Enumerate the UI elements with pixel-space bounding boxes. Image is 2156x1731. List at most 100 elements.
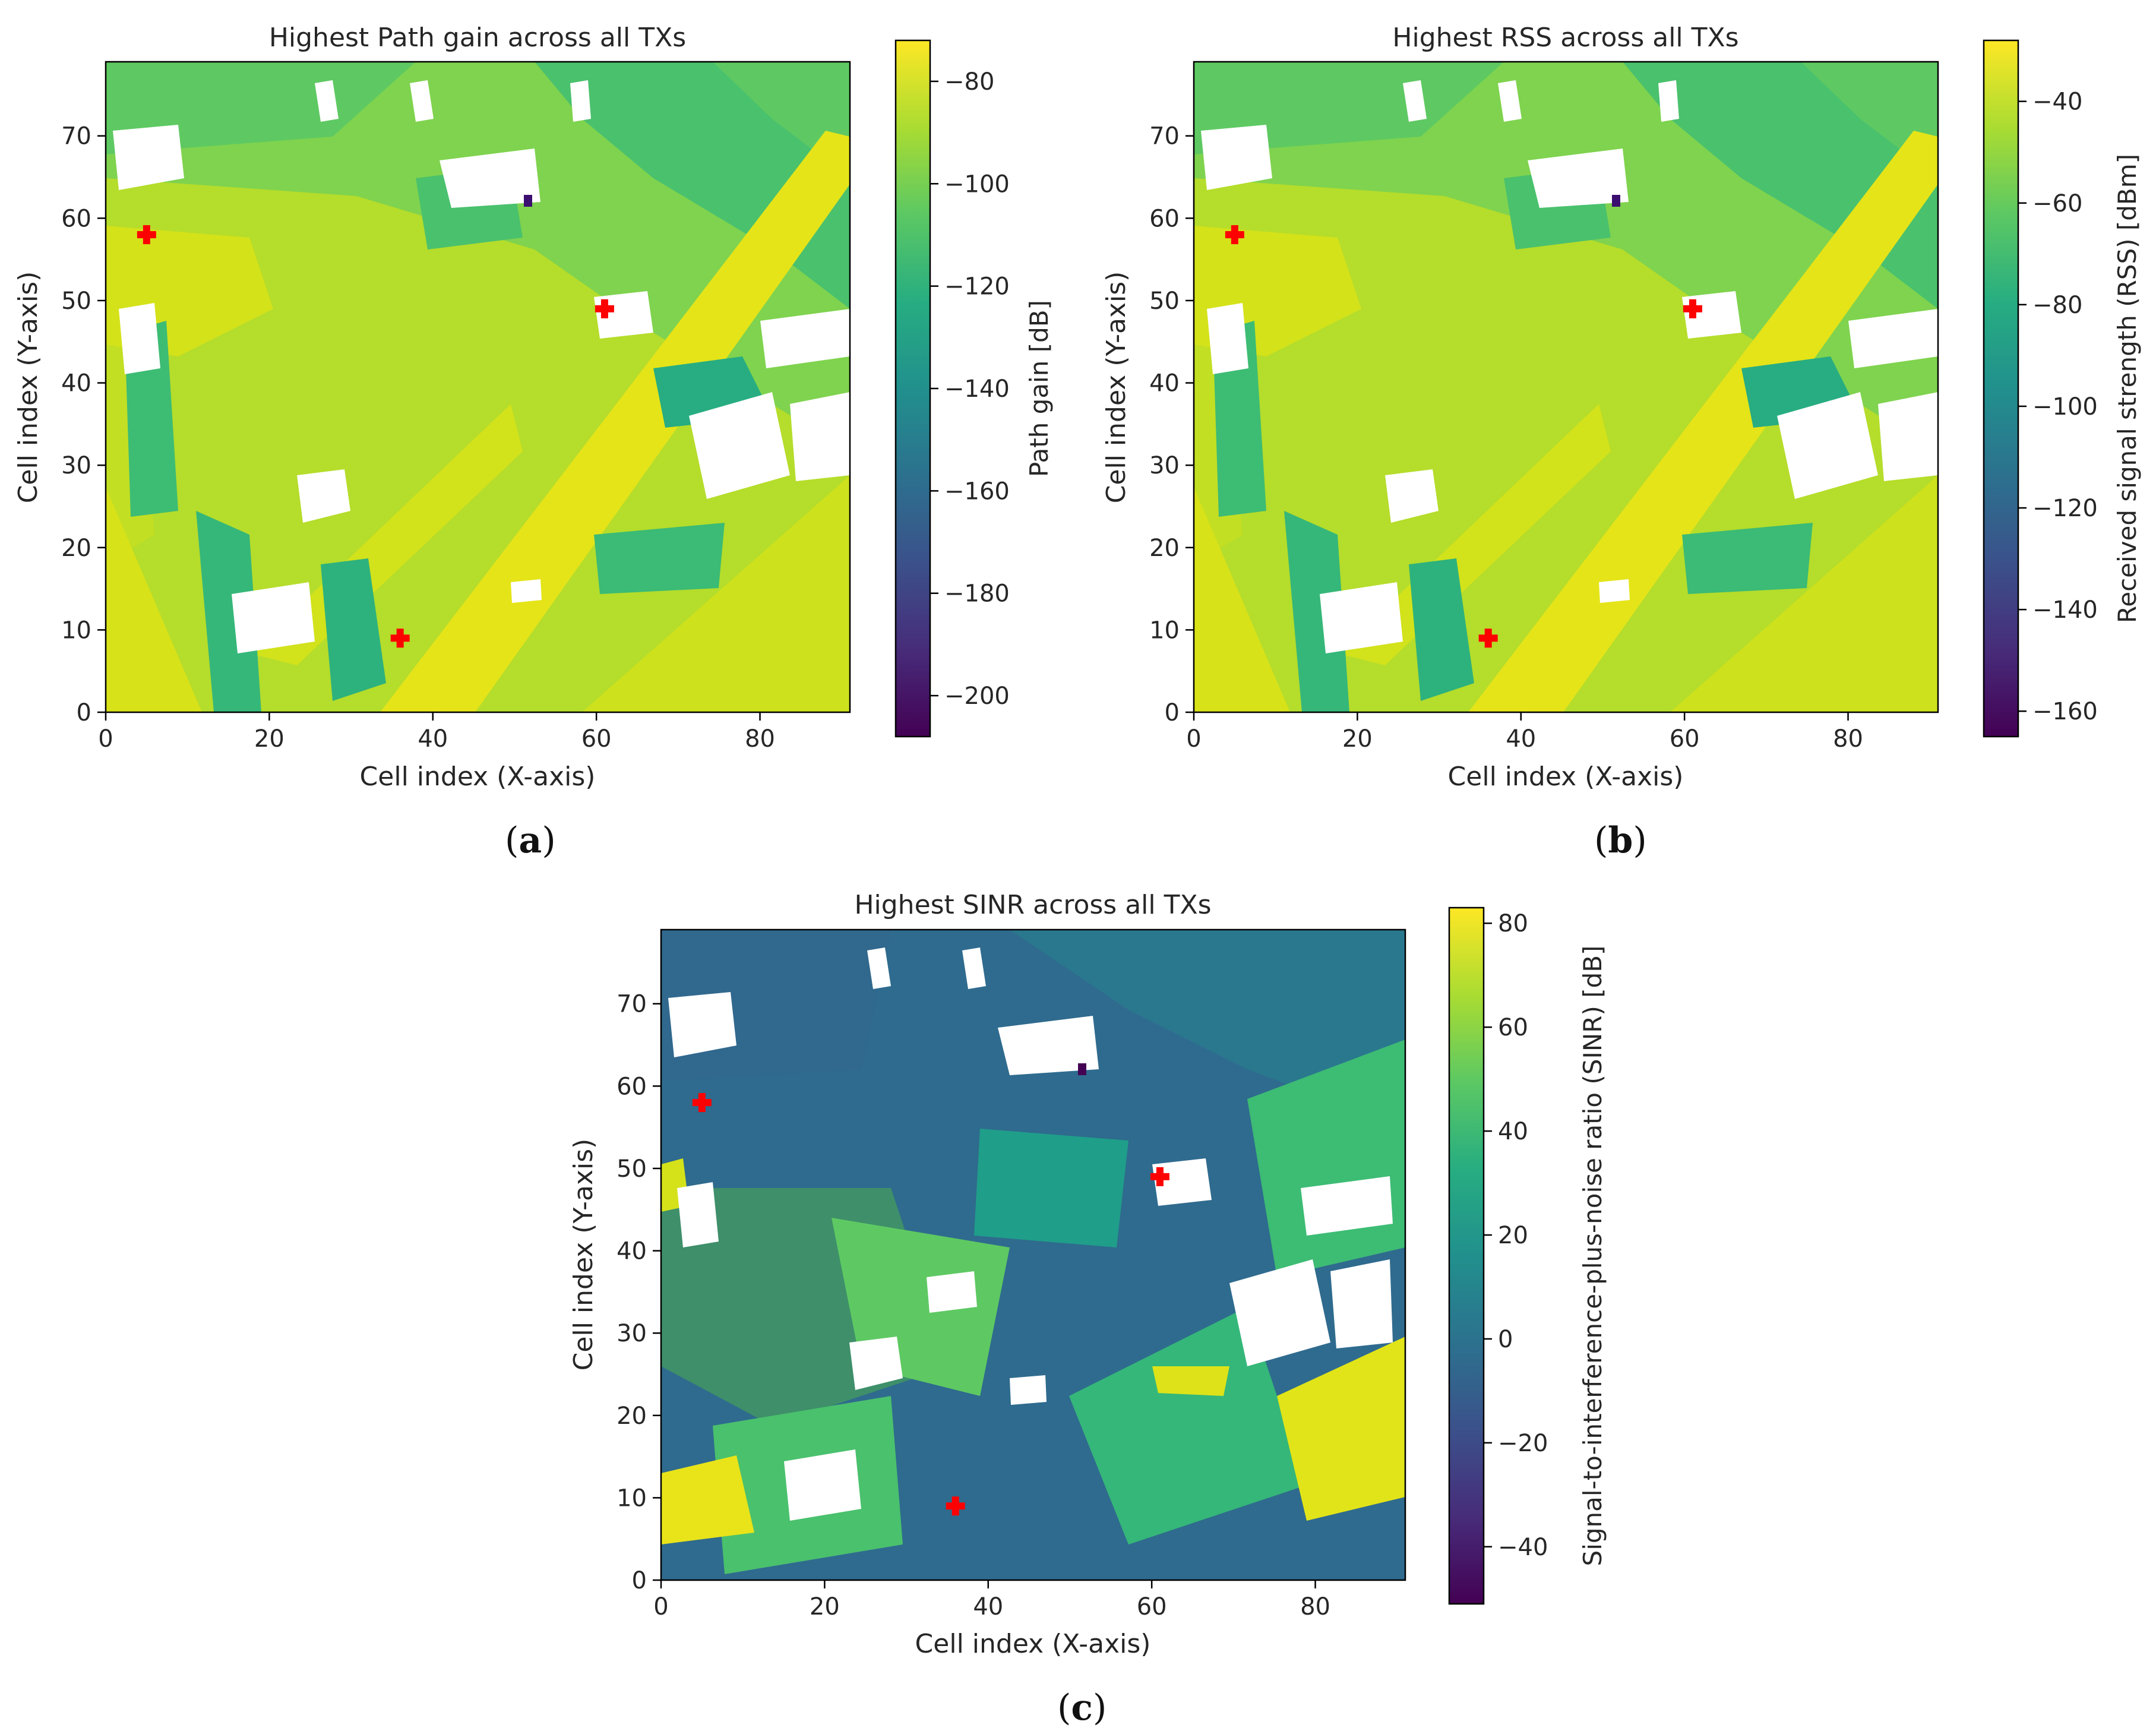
y-tick-label: 10 [1149, 617, 1180, 644]
plot-frame [105, 61, 851, 713]
low-value-cell [1612, 195, 1620, 207]
x-tick-label: 0 [653, 1593, 668, 1621]
high-sinr-region [1152, 1366, 1229, 1396]
marker-bar-v [143, 225, 150, 245]
coverage-region [106, 62, 416, 154]
colorbar-tick-label: −40 [2032, 89, 2082, 116]
x-tick-label: 60 [1137, 1593, 1167, 1621]
colorbar-ticks: −80 −100 −120 −140 −160 −180 −200 [930, 68, 1010, 710]
x-tick-label: 80 [1833, 725, 1863, 753]
y-tick-label: 50 [1149, 288, 1180, 315]
beam-region [380, 131, 850, 712]
heatmap-area [1194, 62, 1938, 712]
colorbar-tick-label: 20 [1498, 1222, 1528, 1249]
building-void [1229, 1259, 1330, 1366]
y-tick-label: 40 [617, 1238, 647, 1265]
colorbar-label: Path gain [dB] [1025, 300, 1054, 477]
y-tick-label: 50 [61, 288, 91, 315]
building-void [1658, 80, 1679, 122]
building-void [113, 125, 184, 190]
chart-title: Highest Path gain across all TXs [269, 23, 686, 53]
shadow-region [321, 558, 386, 701]
transmitter-marker [1150, 1167, 1169, 1186]
beam-region [582, 475, 850, 712]
y-tick-label: 20 [617, 1403, 647, 1430]
colorbar-tick-label: 60 [1498, 1014, 1528, 1041]
y-axis-label: Cell index (Y-axis) [13, 271, 43, 504]
x-tick-label: 80 [745, 725, 775, 753]
building-void [1599, 579, 1630, 603]
colorbar-tick-label: 40 [1498, 1118, 1528, 1145]
building-void [1385, 469, 1439, 523]
caption-letter: c [1071, 1687, 1093, 1729]
y-tick-label: 30 [61, 452, 91, 479]
sinr-region [974, 1129, 1128, 1247]
building-void [677, 1182, 719, 1247]
building-void [440, 149, 540, 208]
x-tick-label: 0 [1186, 725, 1201, 753]
y-tick-label: 30 [1149, 452, 1180, 479]
building-void [760, 309, 850, 368]
y-tick-label: 60 [617, 1073, 647, 1100]
chart-title: Highest RSS across all TXs [1392, 23, 1738, 53]
x-tick-label: 40 [418, 725, 448, 753]
low-value-cell [524, 195, 532, 207]
shadow-region [1409, 558, 1474, 701]
colorbar-tick-label: −160 [2032, 698, 2098, 725]
colorbar-tick-label: −120 [2032, 495, 2098, 522]
caption-open: ( [1594, 820, 1608, 861]
colorbar [1448, 906, 1485, 1605]
x-tick-label: 20 [254, 725, 284, 753]
high-sinr-region [1277, 1337, 1405, 1521]
x-tick-label: 60 [1670, 725, 1700, 753]
transmitter-marker [390, 628, 410, 648]
beam-region [1194, 487, 1290, 712]
y-axis-label: Cell index (Y-axis) [1101, 271, 1131, 504]
building-void [1682, 291, 1741, 339]
caption-open: ( [505, 820, 519, 861]
building-void [1301, 1176, 1393, 1236]
y-tick-label: 10 [61, 617, 91, 644]
transmitter-marker [1478, 628, 1498, 648]
y-tick-label: 0 [632, 1567, 647, 1594]
building-void [1528, 149, 1629, 208]
colorbar-tick-label: −140 [944, 375, 1010, 403]
heatmap-area [661, 930, 1405, 1580]
y-tick-label: 50 [617, 1155, 647, 1183]
colorbar-tick-label: −100 [944, 170, 1010, 198]
building-void [1498, 80, 1522, 122]
y-tick-label: 20 [61, 535, 91, 562]
building-void [315, 80, 339, 122]
x-tick-label: 40 [1506, 725, 1536, 753]
heatmap-area [106, 62, 850, 712]
beam-region [1338, 404, 1611, 665]
plot-frame [1193, 61, 1939, 713]
beam-region [1670, 475, 1938, 712]
x-tick-label: 20 [1342, 725, 1373, 753]
building-void [1878, 392, 1938, 481]
colorbar-tick-label: −120 [944, 273, 1010, 301]
x-tick-label: 20 [810, 1593, 840, 1621]
building-void [119, 303, 160, 374]
building-void [1330, 1259, 1393, 1348]
building-void [1207, 303, 1248, 374]
x-axis-label: Cell index (X-axis) [915, 1629, 1151, 1659]
transmitter-marker [692, 1093, 712, 1113]
x-tick-label: 80 [1300, 1593, 1330, 1621]
shadow-region [1284, 511, 1349, 712]
colorbar-tick-label: −20 [1498, 1430, 1548, 1457]
building-void [790, 392, 850, 481]
colorbar-tick-label: −180 [944, 580, 1010, 608]
building-void [570, 80, 591, 122]
beam-region [106, 487, 202, 712]
y-tick-label: 20 [1149, 535, 1180, 562]
axes: 0 20 40 60 80 0 10 20 30 40 50 60 70 [617, 991, 1330, 1621]
y-tick-label: 10 [617, 1484, 647, 1512]
y-tick-label: 60 [61, 205, 91, 232]
colorbar-tick-label: 0 [1498, 1326, 1513, 1353]
axes: 0 20 40 60 80 0 10 20 30 40 50 60 70 [1149, 123, 1863, 753]
colorbar-tick-label: −100 [2032, 393, 2098, 421]
transmitter-marker [595, 299, 614, 318]
building-void [1152, 1158, 1212, 1206]
